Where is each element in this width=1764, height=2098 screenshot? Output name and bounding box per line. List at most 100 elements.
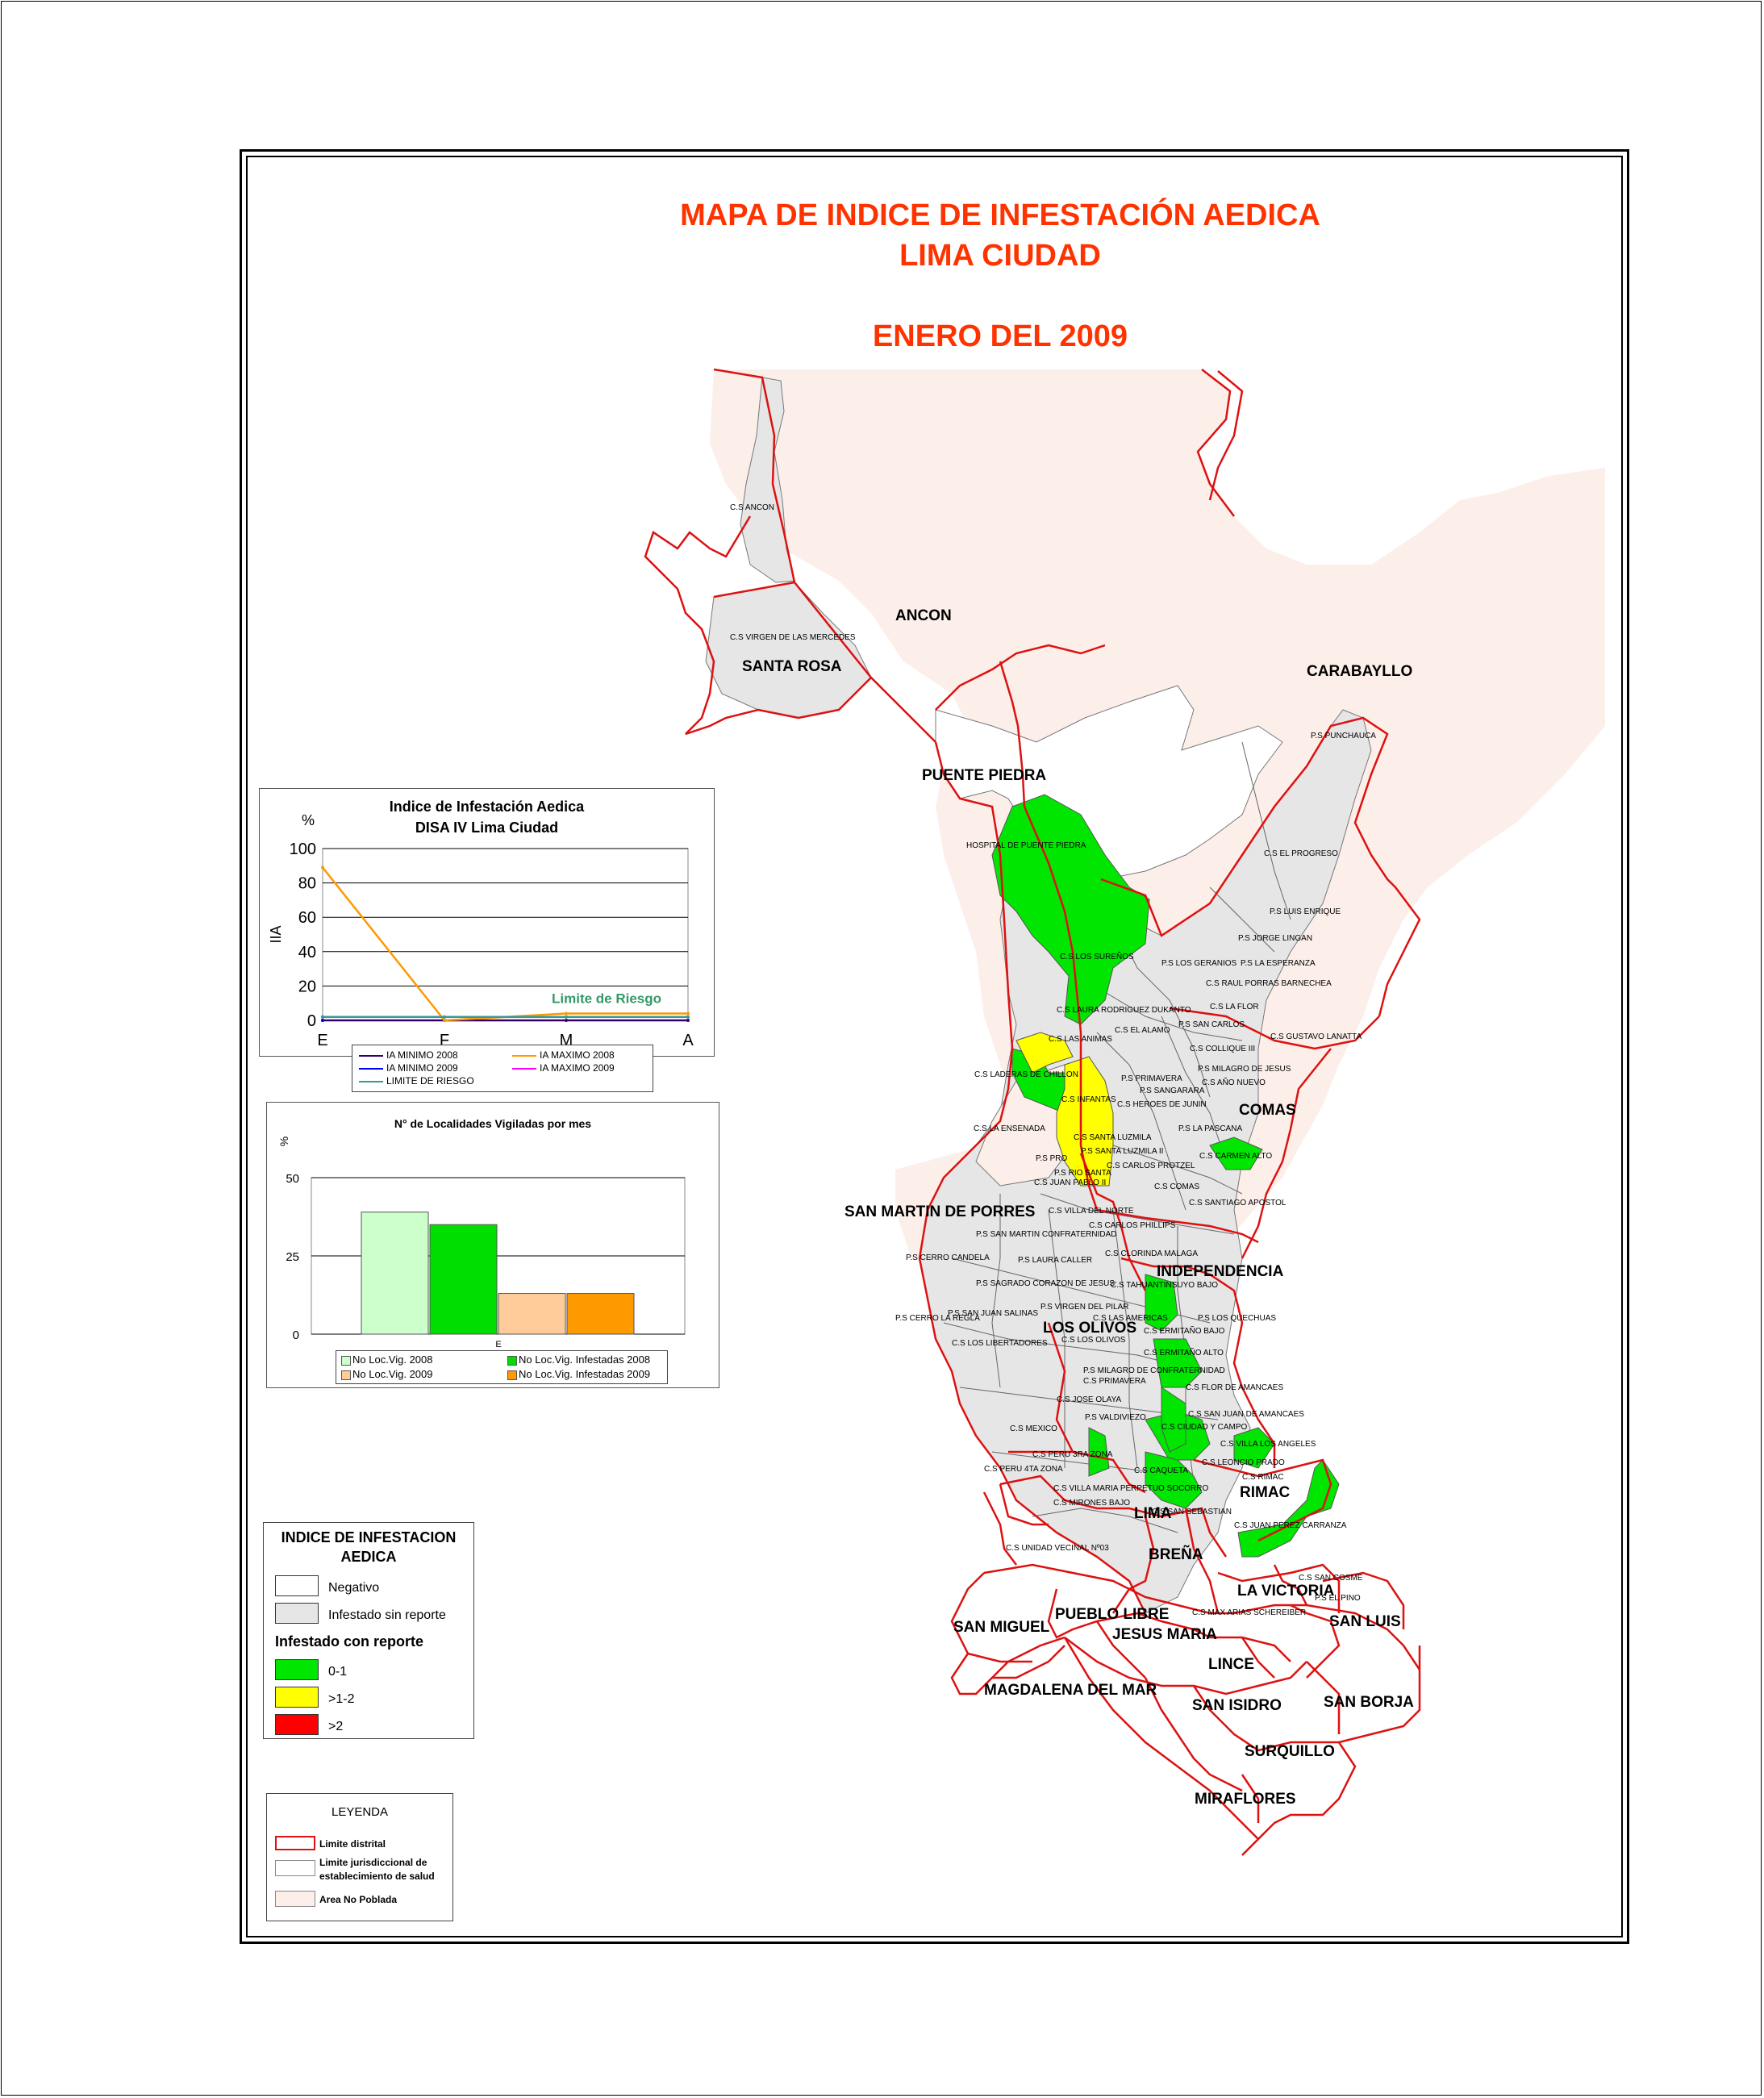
bar-chart-legend: No Loc.Vig. 2008 No Loc.Vig. 2009 No Loc… [336, 1350, 668, 1384]
legend-label-inf2009: No Loc.Vig. Infestadas 2009 [519, 1368, 651, 1380]
est-label: C.S JOSE OLAYA [1057, 1395, 1122, 1404]
line-ytick-label: 80 [298, 875, 316, 893]
bar-chart-svg: 0 25 50% E [277, 1137, 686, 1349]
line-ytick-label: 40 [298, 944, 316, 961]
est-label: P.S JORGE LINGAN [1238, 934, 1312, 943]
bar-no-locvig-2008 [361, 1212, 429, 1335]
legend-line-min2008 [359, 1055, 383, 1057]
est-label: C.S UNIDAD VECINAL Nº03 [1006, 1544, 1109, 1553]
index-legend-with-report: Infestado con reporte [275, 1633, 424, 1650]
est-label: P.S LOS GERANIOS [1161, 959, 1237, 968]
est-label: P.S LA ESPERANZA [1241, 959, 1316, 968]
legend-label-inf2008: No Loc.Vig. Infestadas 2008 [519, 1353, 651, 1366]
puente-piedra-white [935, 685, 1283, 880]
map-title-line2: LIMA CIUDAD [899, 239, 1101, 273]
est-label: C.S LAURA RODRIGUEZ DUKANTO [1057, 1006, 1191, 1015]
green-independencia-1 [1145, 1274, 1178, 1332]
est-label: C.S LOS OLIVOS [1061, 1336, 1126, 1345]
district-label-san-miguel: SAN MIGUEL [953, 1619, 1050, 1636]
district-label-jesus-maria: JESUS MARIA [1112, 1626, 1217, 1643]
general-legend-title: LEYENDA [331, 1805, 389, 1819]
line-point [565, 1015, 568, 1019]
line-ylabel: IIA [268, 925, 284, 943]
line-ytick-label: 60 [298, 909, 316, 927]
est-label: C.S VILLA LOS ANGELES [1220, 1440, 1316, 1449]
line-annotation-limite: Limite de Riesgo [552, 991, 661, 1007]
est-label: P.S RIO SANTA [1054, 1169, 1111, 1178]
swatch-uninhabited [275, 1891, 315, 1907]
bar-xtick-label: E [495, 1340, 501, 1349]
map-frame-inner [246, 156, 1623, 1937]
line-chart-title: Indice de Infestación Aedica [389, 799, 585, 815]
green-peru [1088, 1427, 1110, 1477]
line-point [321, 1019, 324, 1022]
est-label: C.S CAQUETA [1134, 1466, 1188, 1475]
line-point [443, 1019, 446, 1022]
index-legend-panel: INDICE DE INFESTACION AEDICA Negativo In… [263, 1522, 474, 1739]
est-label: C.S LOS SUREÑOS [1060, 951, 1134, 961]
est-label: C.S PERU 3RA ZONA [1032, 1450, 1113, 1459]
est-label: P.S LUIS ENRIQUE [1270, 907, 1341, 916]
legend-swatch-inf2009 [507, 1370, 517, 1380]
bar-unit-label: % [277, 1137, 290, 1146]
est-label: C.S FLOR DE AMANCAES [1186, 1383, 1283, 1392]
est-label: C.S INFANTAS [1061, 1095, 1116, 1104]
line-ytick-label: 100 [290, 840, 316, 858]
district-label-magdalena: MAGDALENA DEL MAR [984, 1682, 1157, 1699]
bar-chart-title: N° de Localidades Vigiladas por mes [394, 1117, 592, 1130]
est-label: HOSPITAL DE PUENTE PIEDRA [966, 841, 1086, 850]
green-rimac-west [1161, 1387, 1186, 1453]
est-label: P.S SAN MARTIN CONFRATERNIDAD [976, 1230, 1116, 1239]
est-label: C.S JUAN PABLO II [1034, 1178, 1106, 1187]
district-label-comas: COMAS [1239, 1102, 1296, 1119]
index-legend-range1: 0-1 [328, 1665, 348, 1679]
line-ytick-label: 0 [307, 1012, 316, 1030]
line-point [443, 1015, 446, 1019]
est-label: P.S CERRO CANDELA [906, 1253, 990, 1262]
index-legend-title-line2: AEDICA [340, 1549, 397, 1565]
district-label-san-borja: SAN BORJA [1324, 1694, 1414, 1711]
legend-uninhabited: Area No Poblada [319, 1894, 398, 1905]
legend-label-locvig2008: No Loc.Vig. 2008 [352, 1353, 433, 1366]
est-label: P.S SANTA LUZMILA II [1081, 1147, 1163, 1156]
index-legend-no-report: Infestado sin reporte [328, 1608, 446, 1622]
legend-jurisdiction-limit-1: Limite jurisdiccional de [319, 1857, 427, 1868]
est-label: C.S MIRONES BAJO [1053, 1499, 1130, 1508]
line-point [321, 865, 324, 870]
district-label-la-victoria: LA VICTORIA [1237, 1583, 1335, 1600]
legend-label-max2009: IA MAXIMO 2009 [540, 1062, 615, 1074]
est-label: P.S CERRO LA REGLA [895, 1314, 980, 1323]
est-label: C.S VIRGEN DE LAS MERCEDES [730, 633, 856, 642]
legend-line-limite [359, 1081, 383, 1082]
est-label: P.S SAN JUAN SALINAS [948, 1309, 1038, 1318]
est-label: C.S EL PROGRESO [1264, 849, 1338, 858]
est-label: C.S RIMAC [1242, 1473, 1284, 1482]
est-label: C.S HEROES DE JUNIN [1117, 1100, 1207, 1109]
est-label: C.S VILLA DEL NORTE [1049, 1207, 1134, 1216]
green-carmen-alto [1209, 1137, 1263, 1170]
line-ytick-label: 20 [298, 978, 316, 995]
green-puente-piedra [991, 794, 1150, 1025]
line-point [321, 1015, 324, 1019]
est-label: P.S VALDIVIEZO [1085, 1413, 1146, 1422]
est-label: C.S PERU 4TA ZONA [984, 1465, 1063, 1474]
est-label: C.S COLLIQUE III [1190, 1045, 1255, 1053]
est-label: C.S LOS LIBERTADORES [952, 1339, 1048, 1348]
est-label: C.S JUAN PEREZ CARRANZA [1234, 1521, 1347, 1530]
swatch-green [275, 1659, 319, 1680]
est-label: P.S SANGARARA [1140, 1087, 1205, 1095]
est-label: C.S LADERAS DE CHILLON [974, 1070, 1078, 1079]
line-xtick-label: A [682, 1032, 694, 1049]
district-label-ancon: ANCON [895, 607, 952, 624]
legend-label-min2008: IA MINIMO 2008 [386, 1049, 458, 1061]
line-unit-label: % [302, 812, 315, 828]
est-label: C.S VILLA MARIA PERPETUO SOCORRO [1053, 1484, 1208, 1493]
swatch-yellow [275, 1687, 319, 1708]
est-label: C.S SANTA LUZMILA [1074, 1133, 1152, 1142]
est-label: P.S PRO [1036, 1154, 1067, 1163]
line-point [565, 1019, 568, 1022]
est-label: C.S CARLOS PHILLIPS [1089, 1221, 1176, 1230]
est-label: P.S PUNCHAUCA [1311, 732, 1376, 740]
